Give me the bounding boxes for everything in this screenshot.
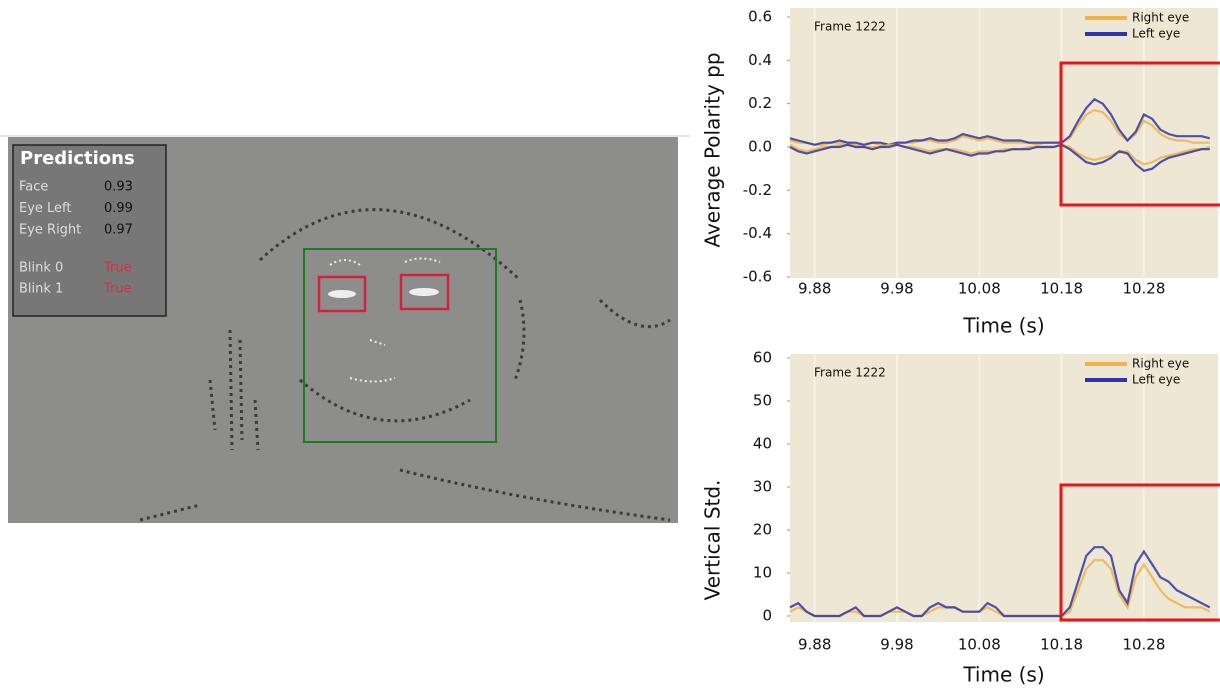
y-axis-label: Vertical Std. [701,480,725,601]
legend-label: Right eye [1132,11,1189,25]
y-tick-label: 50 [753,392,772,410]
x-axis-label: Time (s) [962,314,1044,338]
face-box [303,248,497,443]
eye-events [328,290,356,298]
series-line [789,546,1211,618]
legend-label: Left eye [1132,373,1180,387]
y-tick-label: 0.6 [748,8,772,26]
y-tick-label: 0.0 [748,138,772,156]
x-tick-label: 9.98 [880,280,913,298]
series-line [789,143,1210,172]
score-label: Face [19,180,48,195]
eye-box [317,275,367,313]
x-tick-label: 9.88 [798,636,831,654]
series-line [789,559,1211,618]
x-tick-label: 9.98 [880,636,913,654]
blink-label: Blink 0 [19,261,63,276]
blink-box [1059,61,1220,207]
legend-label: Right eye [1132,357,1189,371]
series-line [789,97,1211,146]
x-tick-label: 9.88 [798,280,831,298]
charts: -0.6 -0.4 -0.2 0.0 0.2 0.4 0.6 9.88 9.98 10.08 10.… [701,8,1220,687]
predictions-title: Predictions [20,148,135,169]
y-tick-label: 20 [753,521,772,539]
y-tick-label: -0.2 [743,181,772,199]
edge-events [139,208,671,522]
x-axis-label: Time (s) [962,663,1044,687]
score-label: Eye Right [19,223,81,238]
blink-value: True [103,261,132,276]
blink-value: True [103,282,132,297]
y-tick-label: -0.6 [743,268,772,286]
frame-label: Frame 1222 [814,366,886,380]
event-image: Predictions Face 0.93 Eye Left 0.99 Eye Righ… [0,135,690,523]
blink-box [1059,483,1220,622]
y-tick-label: 0.4 [748,51,772,69]
blink-label: Blink 1 [19,282,63,297]
frame-label: Frame 1222 [814,20,886,34]
score-value: 0.99 [104,201,133,216]
score-label: Eye Left [19,201,72,216]
x-tick-label: 10.08 [958,280,1001,298]
y-tick-label: 40 [753,435,772,453]
x-tick-label: 10.28 [1122,280,1165,298]
x-tick-label: 10.08 [958,636,1001,654]
y-axis-label: Average Polarity pp [701,52,725,247]
predictions-panel [12,144,167,317]
eye-box [399,273,450,311]
predictions-rows: Face 0.93 Eye Left 0.99 Eye Right 0.97 Blink 0… [19,180,133,297]
x-tick-label: 10.28 [1122,636,1165,654]
face-events [329,257,441,383]
y-tick-label: -0.4 [743,224,772,242]
y-tick-label: 0.2 [748,94,772,112]
x-tick-label: 10.18 [1040,636,1083,654]
eye-events [409,288,439,296]
y-tick-label: 10 [753,564,772,582]
y-tick-label: 0 [762,607,772,625]
plot-area [790,354,1218,622]
score-value: 0.97 [104,223,133,238]
score-value: 0.93 [104,180,133,195]
legend-label: Left eye [1132,27,1180,41]
x-tick-label: 10.18 [1040,280,1083,298]
y-tick-label: 60 [753,349,772,367]
y-tick-label: 30 [753,478,772,496]
